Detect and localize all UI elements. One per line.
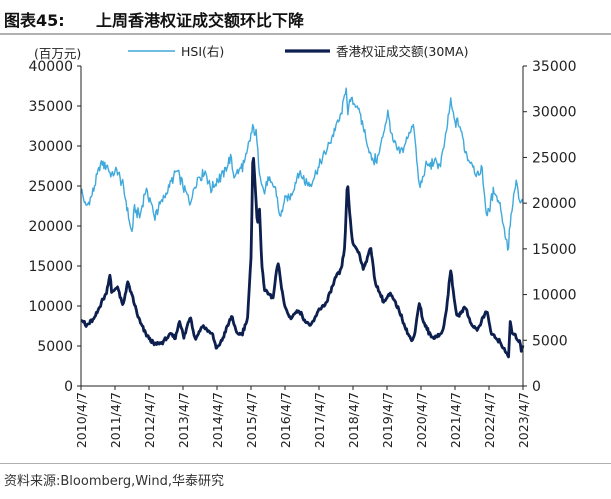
footer-rule [0, 463, 611, 464]
left-axis-ticks: 0 5000 10000 15000 20000 25000 30000 35000 40000 [28, 59, 81, 395]
right-axis-ticks: 0 5000 10000 15000 20000 25000 30000 35000 [523, 59, 577, 395]
left-tick-label: 0 [64, 379, 73, 395]
legend-label-hsi: HSI(右) [181, 44, 224, 59]
x-axis-ticks: 2010/4/7 2011/4/7 2012/4/7 2013/4/7 2014/4/7… [74, 386, 531, 448]
x-tick-label: 2012/4/7 [142, 392, 157, 448]
left-tick-label: 10000 [28, 299, 73, 315]
right-tick-label: 15000 [532, 242, 577, 258]
left-tick-label: 40000 [28, 59, 73, 75]
x-tick-label: 2013/4/7 [176, 392, 191, 448]
x-tick-label: 2011/4/7 [108, 392, 123, 448]
x-tick-label: 2010/4/7 [74, 392, 89, 448]
right-tick-label: 20000 [532, 196, 577, 212]
right-tick-label: 25000 [532, 150, 577, 166]
source-note: 资料来源:Bloomberg,Wind,华泰研究 [4, 474, 225, 489]
series-line-warrant-turnover [80, 156, 525, 359]
right-tick-label: 0 [532, 379, 541, 395]
left-tick-label: 20000 [28, 219, 73, 235]
right-tick-label: 10000 [532, 288, 577, 304]
figure-number: 图表45: [4, 11, 65, 30]
x-tick-label: 2020/4/7 [414, 392, 429, 448]
right-tick-label: 30000 [532, 105, 577, 121]
x-tick-label: 2019/4/7 [380, 392, 395, 448]
left-tick-label: 35000 [28, 99, 73, 115]
figure-header: 图表45: 上周香港权证成交额环比下降 [0, 0, 611, 35]
x-tick-label: 2022/4/7 [482, 392, 497, 448]
x-tick-label: 2014/4/7 [210, 392, 225, 448]
x-tick-label: 2018/4/7 [346, 392, 361, 448]
legend: HSI(右) 香港权证成交额(30MA) [128, 44, 469, 59]
x-tick-label: 2021/4/7 [448, 392, 463, 448]
x-tick-label: 2015/4/7 [244, 392, 259, 448]
series-line-hsi [80, 87, 524, 251]
series-layer [80, 87, 525, 359]
left-tick-label: 5000 [37, 339, 73, 355]
legend-label-warrant-turnover: 香港权证成交额(30MA) [336, 44, 469, 59]
right-tick-label: 35000 [532, 59, 577, 75]
left-axis-unit-label: (百万元) [34, 46, 81, 61]
x-tick-label: 2017/4/7 [312, 392, 327, 448]
header-rule [0, 33, 611, 35]
left-tick-label: 30000 [28, 139, 73, 155]
left-tick-label: 25000 [28, 179, 73, 195]
right-tick-label: 5000 [532, 333, 568, 349]
x-tick-label: 2023/4/7 [516, 392, 531, 448]
left-tick-label: 15000 [28, 259, 73, 275]
figure-title: 上周香港权证成交额环比下降 [96, 11, 305, 30]
x-tick-label: 2016/4/7 [278, 392, 293, 448]
